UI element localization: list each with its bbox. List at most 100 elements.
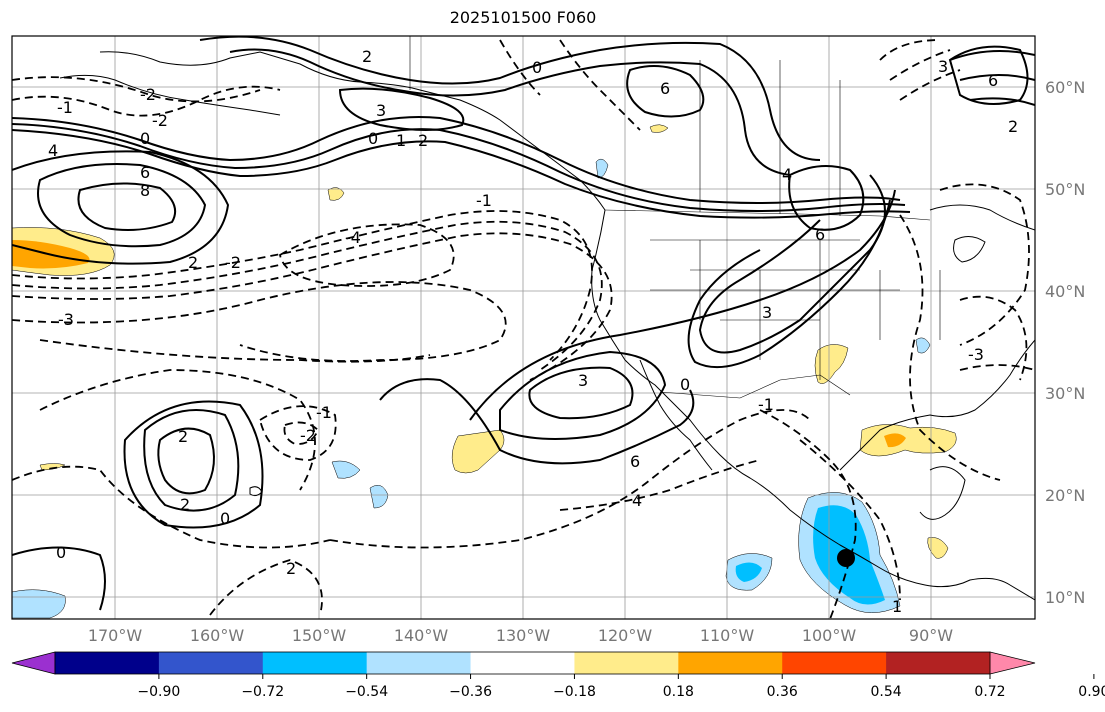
shade-positive-small-2 xyxy=(327,187,345,201)
contour-label: 3 xyxy=(938,57,948,76)
shade-negative-southwest xyxy=(12,589,66,619)
contour-label: -2 xyxy=(140,85,156,104)
lat-label-20: 20°N xyxy=(1045,486,1086,505)
colorbar-segment xyxy=(158,652,264,674)
contour-dashed-2-small xyxy=(283,421,320,445)
contour-labels: -1 -2 0 4 6 8 2 -2 -4 -3 2 3 -2 0 1 2 0 … xyxy=(48,47,1018,616)
lat-label-40: 40°N xyxy=(1045,282,1086,301)
contour-label: -2 xyxy=(225,253,241,272)
colorbar-segment xyxy=(782,652,887,674)
contour-label: -3 xyxy=(968,345,984,364)
lon-label-140w: 140°W xyxy=(393,626,449,645)
contour-dashed-sw2 xyxy=(12,465,331,549)
contour-label: 6 xyxy=(630,452,640,471)
contour-label: -3 xyxy=(58,310,74,329)
contour-label: -1 xyxy=(316,403,332,422)
contour-solid-jet-1 xyxy=(12,115,901,204)
contour-label: 4 xyxy=(632,491,642,510)
lon-label-170w: 170°W xyxy=(87,626,143,645)
contour-label: 6 xyxy=(660,79,670,98)
contour-label: -2 xyxy=(152,111,168,130)
contour-label: 2 xyxy=(180,495,190,514)
map-title: 2025101500 F060 xyxy=(449,8,597,27)
contour-solid-0-bottom xyxy=(12,546,106,611)
contour-label: 2 xyxy=(362,47,372,66)
contour-solid-jet-2 xyxy=(12,123,906,212)
colorbar-segment xyxy=(886,652,991,674)
contour-label: 1 xyxy=(396,131,406,150)
colorbar-tick-label: −0.72 xyxy=(241,684,285,700)
contour-solid-trough-2 xyxy=(687,199,891,369)
contour-label: 6 xyxy=(140,163,150,182)
contours-dashed xyxy=(12,39,1035,619)
us-mexico-border xyxy=(659,374,851,399)
contour-solid-6-east xyxy=(788,165,865,231)
alaska-coast xyxy=(99,51,606,211)
contour-dashed-n2 xyxy=(12,76,261,103)
contour-dashed-s2 xyxy=(12,220,603,371)
contour-solid-low-west-inner xyxy=(77,182,176,231)
colorbar-segment xyxy=(678,652,783,674)
contour-solid-jet-3 xyxy=(12,129,911,219)
colorbar-tick-label: −0.18 xyxy=(552,684,596,700)
contour-dashed-0-central xyxy=(329,409,811,549)
baja xyxy=(639,359,713,471)
colorbar-frame xyxy=(54,651,991,675)
contour-label: 0 xyxy=(140,129,150,148)
contour-label: 2 xyxy=(286,559,296,578)
contour-label: 3 xyxy=(762,303,772,322)
lat-label-30: 30°N xyxy=(1045,384,1086,403)
great-lakes xyxy=(953,236,986,263)
map-content: -1 -2 0 4 6 8 2 -2 -4 -3 2 3 -2 0 1 2 0 … xyxy=(12,36,1035,619)
lon-label-90w: 90°W xyxy=(908,626,954,645)
colorbar-segment xyxy=(55,652,160,674)
contour-label: 0 xyxy=(220,509,230,528)
contour-label: 6 xyxy=(815,225,825,244)
contour-dashed-mexico-2 xyxy=(799,439,901,601)
aleutians xyxy=(59,74,281,116)
contour-dashed-sw1 xyxy=(39,369,316,491)
yucatan xyxy=(919,466,966,520)
lon-label-160w: 160°W xyxy=(189,626,245,645)
contour-dashed-1-central xyxy=(559,459,761,511)
colorbar-segment xyxy=(574,652,679,674)
shade-positive-gulf-core xyxy=(884,433,906,448)
lat-label-10: 10°N xyxy=(1045,588,1086,607)
colorbar-tick-label: 0.72 xyxy=(974,684,1006,700)
contour-label: 0 xyxy=(680,375,690,394)
contour-dashed-east-3 xyxy=(959,295,1028,381)
lon-label-120w: 120°W xyxy=(597,626,653,645)
shade-negative-small-1 xyxy=(595,158,609,179)
hawaii-1 xyxy=(249,486,263,497)
colorbar-tick-label: 0.90 xyxy=(1078,684,1105,700)
contour-dashed-bottom xyxy=(209,559,323,616)
contour-solid-ridge-2 xyxy=(229,48,791,176)
contour-solid-3-central xyxy=(528,366,634,420)
contour-solid-3-ak xyxy=(338,87,465,131)
shade-negative-small-2 xyxy=(915,337,931,354)
shade-positive-central-america xyxy=(927,537,949,559)
contour-label: 3 xyxy=(376,101,386,120)
contour-label: 0 xyxy=(532,58,542,77)
contour-label: 2 xyxy=(418,131,428,150)
canada-lines xyxy=(699,60,841,216)
contour-solid-central-4 xyxy=(379,378,695,465)
contour-label: -1 xyxy=(758,395,774,414)
contour-dashed-east-2 xyxy=(939,183,1030,346)
contour-solid-low-west xyxy=(37,163,207,248)
colorbar-segment xyxy=(366,652,472,674)
contour-label: -2 xyxy=(300,426,316,445)
contour-solid-6-canada xyxy=(626,65,705,118)
contour-dashed-3 xyxy=(12,281,507,362)
lat-label-60: 60°N xyxy=(1045,78,1086,97)
contour-solid-6-ne xyxy=(948,45,1029,105)
contour-label: 2 xyxy=(178,427,188,446)
contour-solid-ridge-1 xyxy=(199,36,821,161)
contour-label: -4 xyxy=(345,228,361,247)
lon-label-130w: 130°W xyxy=(495,626,551,645)
colorbar-max-extend xyxy=(989,651,1036,675)
lat-label-50: 50°N xyxy=(1045,180,1086,199)
contour-solid-0-sw xyxy=(123,400,264,529)
colorbar-tick-label: 0.36 xyxy=(766,684,798,700)
